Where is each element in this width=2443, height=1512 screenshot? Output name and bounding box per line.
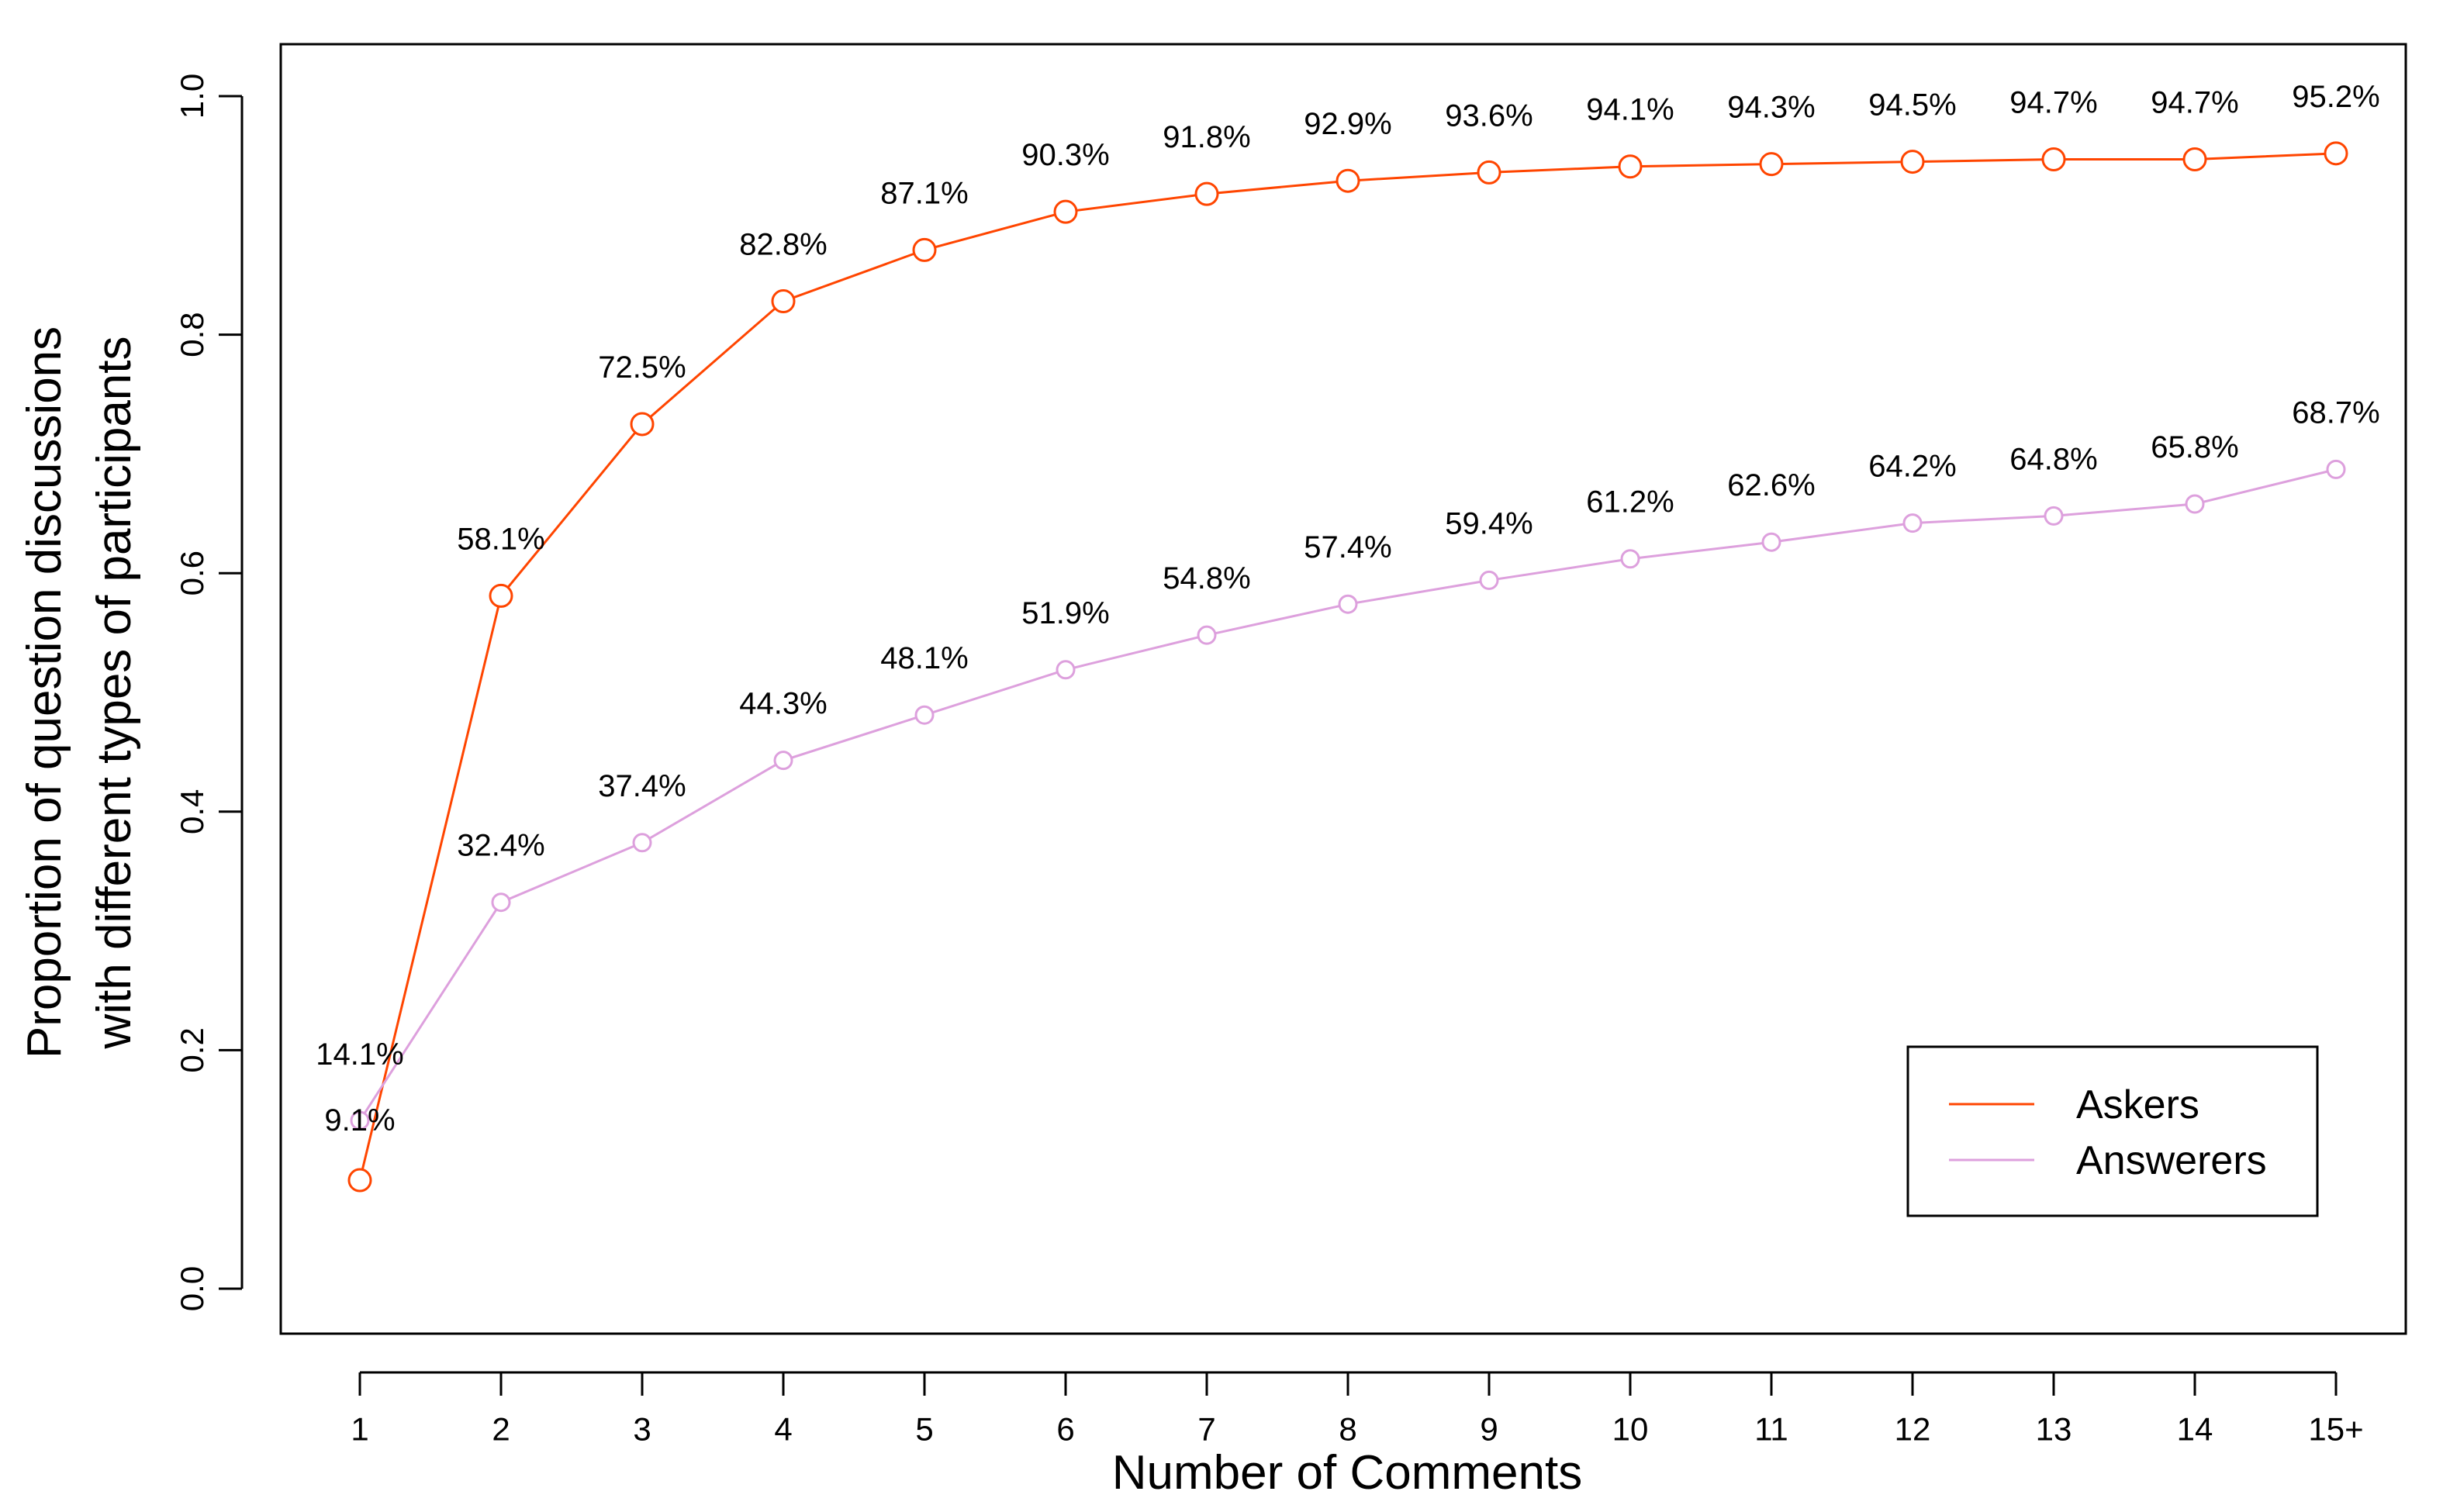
data-point-askers [2182, 147, 2207, 172]
data-point-answerers [1056, 660, 1076, 680]
y-axis-title-line-1: Proportion of question discussions [18, 326, 71, 1058]
data-point-askers [1053, 199, 1078, 224]
data-label-askers: 87.1% [880, 176, 968, 210]
x-tick-label: 12 [1895, 1410, 1931, 1447]
x-tick-label: 7 [1197, 1410, 1215, 1447]
data-label-askers: 58.1% [457, 522, 544, 556]
y-tick-label: 0.2 [174, 1027, 210, 1072]
data-label-askers: 94.3% [1727, 91, 1815, 125]
data-point-askers [489, 583, 513, 608]
y-axis-title-line-2: with different types of participants [88, 336, 141, 1049]
data-point-askers [630, 412, 655, 437]
data-label-answerers: 65.8% [2151, 430, 2238, 464]
y-tick-label: 0.8 [174, 312, 210, 357]
y-tick-label: 0.4 [174, 789, 210, 834]
data-label-askers: 9.1% [324, 1103, 395, 1137]
data-point-answerers [1902, 513, 1923, 533]
data-point-answerers [2326, 459, 2346, 479]
x-tick-label: 13 [2036, 1410, 2072, 1447]
data-label-askers: 91.8% [1163, 120, 1250, 154]
y-tick-label: 0.6 [174, 551, 210, 595]
data-label-answerers: 68.7% [2292, 395, 2379, 430]
data-label-answerers: 57.4% [1304, 530, 1391, 564]
data-point-answerers [632, 833, 652, 853]
data-label-askers: 92.9% [1304, 107, 1391, 141]
x-tick-label: 9 [1480, 1410, 1498, 1447]
data-label-answerers: 44.3% [739, 687, 827, 721]
data-label-askers: 94.1% [1586, 93, 1674, 127]
x-tick-label: 3 [633, 1410, 651, 1447]
data-point-askers [1618, 154, 1643, 179]
x-tick-label: 2 [492, 1410, 510, 1447]
data-point-askers [2041, 147, 2066, 172]
data-label-askers: 94.7% [2009, 86, 2097, 120]
data-point-askers [771, 289, 796, 314]
legend: Askers Answerers [1906, 1045, 2319, 1217]
data-label-answerers: 32.4% [457, 829, 544, 863]
x-tick-label: 14 [2177, 1410, 2213, 1447]
data-label-askers: 93.6% [1445, 98, 1532, 133]
data-label-answerers: 61.2% [1586, 485, 1674, 520]
data-point-answerers [1620, 549, 1640, 569]
data-label-askers: 82.8% [739, 228, 827, 262]
data-point-askers [1477, 160, 1501, 185]
data-point-answerers [1479, 570, 1499, 590]
data-point-answerers [1338, 594, 1358, 614]
x-tick-label: 5 [915, 1410, 933, 1447]
x-tick-label: 4 [774, 1410, 792, 1447]
x-tick-label: 8 [1339, 1410, 1356, 1447]
x-tick-label: 1 [351, 1410, 368, 1447]
y-tick-label: 1.0 [174, 74, 210, 119]
data-point-answerers [773, 751, 793, 771]
data-point-askers [1900, 150, 1925, 174]
data-label-answerers: 48.1% [880, 641, 968, 675]
data-label-answerers: 62.6% [1727, 468, 1815, 502]
data-label-answerers: 64.2% [1868, 450, 1956, 484]
series-line-askers [358, 152, 2337, 1181]
data-point-answerers [2185, 494, 2205, 514]
data-label-askers: 95.2% [2292, 80, 2379, 114]
data-point-askers [1194, 181, 1219, 206]
data-point-answerers [350, 1110, 370, 1131]
x-tick-label: 6 [1056, 1410, 1074, 1447]
data-point-answerers [1761, 532, 1781, 552]
plot-frame [279, 43, 2407, 1335]
data-label-answerers: 59.4% [1445, 506, 1532, 540]
x-tick-label: 10 [1612, 1410, 1649, 1447]
data-point-askers [912, 237, 937, 262]
data-point-askers [2324, 141, 2348, 166]
data-label-answerers: 54.8% [1163, 561, 1250, 595]
data-point-answerers [1197, 625, 1217, 645]
data-label-askers: 72.5% [598, 350, 686, 385]
y-tick-label: 0.0 [174, 1266, 210, 1311]
x-axis-title: Number of Comments [1112, 1446, 1582, 1500]
data-label-answerers: 64.8% [2009, 442, 2097, 476]
data-point-answerers [2044, 506, 2064, 526]
x-tick-label: 11 [1754, 1410, 1788, 1447]
data-point-answerers [914, 705, 935, 725]
data-point-askers [347, 1168, 372, 1193]
legend-box [1906, 1045, 2319, 1217]
data-point-answerers [491, 892, 511, 913]
data-label-askers: 94.5% [1868, 88, 1956, 123]
legend-label-askers: Askers [2076, 1082, 2199, 1127]
data-label-answerers: 37.4% [598, 769, 686, 803]
legend-label-answerers: Answerers [2076, 1138, 2267, 1183]
data-point-askers [1759, 152, 1784, 177]
data-label-askers: 90.3% [1021, 138, 1109, 172]
data-point-askers [1336, 168, 1360, 193]
data-label-answerers: 51.9% [1021, 596, 1109, 630]
x-tick-label: 15+ [2308, 1410, 2363, 1447]
data-label-answerers: 14.1% [316, 1037, 403, 1072]
data-label-askers: 94.7% [2151, 86, 2238, 120]
